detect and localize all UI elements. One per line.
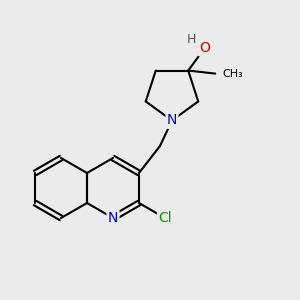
Text: Cl: Cl	[158, 211, 172, 225]
Text: N: N	[108, 211, 118, 225]
Text: N: N	[167, 113, 177, 128]
Text: H: H	[187, 33, 196, 46]
Text: CH₃: CH₃	[222, 69, 243, 79]
Text: O: O	[199, 41, 210, 55]
